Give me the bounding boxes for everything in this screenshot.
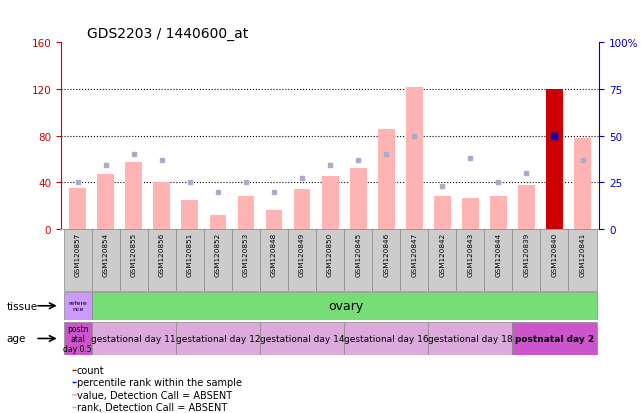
Bar <box>181 200 198 229</box>
Bar <box>406 88 422 229</box>
Bar <box>372 229 400 291</box>
Text: GSM120846: GSM120846 <box>383 232 389 276</box>
Bar <box>260 322 344 355</box>
Bar <box>456 229 485 291</box>
Text: GSM120849: GSM120849 <box>299 232 305 276</box>
Bar <box>63 229 92 291</box>
Bar <box>316 229 344 291</box>
Bar <box>288 229 316 291</box>
Text: percentile rank within the sample: percentile rank within the sample <box>77 377 242 387</box>
Text: GDS2203 / 1440600_at: GDS2203 / 1440600_at <box>87 27 248 41</box>
Text: postnatal day 2: postnatal day 2 <box>515 334 594 343</box>
Text: ovary: ovary <box>328 299 363 313</box>
Bar <box>350 169 367 229</box>
Bar <box>344 322 428 355</box>
Bar <box>148 229 176 291</box>
Text: value, Detection Call = ABSENT: value, Detection Call = ABSENT <box>77 389 232 400</box>
Text: GSM120844: GSM120844 <box>495 232 501 276</box>
Text: rank, Detection Call = ABSENT: rank, Detection Call = ABSENT <box>77 402 227 412</box>
Bar <box>428 322 512 355</box>
Text: gestational day 12: gestational day 12 <box>176 334 260 343</box>
Bar <box>63 292 92 320</box>
Text: postn
atal
day 0.5: postn atal day 0.5 <box>63 324 92 354</box>
Text: GSM120855: GSM120855 <box>131 232 137 276</box>
Bar <box>204 229 232 291</box>
Bar <box>344 229 372 291</box>
Bar <box>63 322 92 355</box>
Text: gestational day 11: gestational day 11 <box>92 334 176 343</box>
Bar <box>92 322 176 355</box>
Text: GSM120841: GSM120841 <box>579 232 585 276</box>
Text: gestational day 14: gestational day 14 <box>260 334 344 343</box>
Bar <box>72 394 76 395</box>
Text: tissue: tissue <box>6 301 38 311</box>
Text: GSM120856: GSM120856 <box>159 232 165 276</box>
Text: GSM120840: GSM120840 <box>551 232 558 276</box>
Text: refere
nce: refere nce <box>69 301 87 311</box>
Text: GSM120847: GSM120847 <box>412 232 417 276</box>
Text: GSM120839: GSM120839 <box>524 232 529 276</box>
Bar <box>490 197 507 229</box>
Text: gestational day 16: gestational day 16 <box>344 334 429 343</box>
Bar <box>69 189 86 229</box>
Bar <box>126 163 142 229</box>
Bar <box>153 183 171 229</box>
Bar <box>92 229 120 291</box>
Bar <box>518 185 535 229</box>
Bar <box>322 177 338 229</box>
Text: GSM120857: GSM120857 <box>75 232 81 276</box>
Bar <box>265 211 283 229</box>
Bar <box>574 139 591 229</box>
Text: GSM120842: GSM120842 <box>439 232 445 276</box>
Bar <box>512 229 540 291</box>
Text: count: count <box>77 365 104 375</box>
Bar <box>378 129 395 229</box>
Bar <box>260 229 288 291</box>
Bar <box>485 229 512 291</box>
Text: gestational day 18: gestational day 18 <box>428 334 513 343</box>
Text: GSM120850: GSM120850 <box>327 232 333 276</box>
Bar <box>540 229 569 291</box>
Bar <box>120 229 148 291</box>
Bar <box>546 90 563 229</box>
Bar <box>238 197 254 229</box>
Text: GSM120852: GSM120852 <box>215 232 221 276</box>
Bar <box>210 215 226 229</box>
Text: GSM120854: GSM120854 <box>103 232 109 276</box>
Text: GSM120843: GSM120843 <box>467 232 473 276</box>
Text: GSM120853: GSM120853 <box>243 232 249 276</box>
Bar <box>512 322 597 355</box>
Bar <box>97 175 114 229</box>
Bar <box>434 197 451 229</box>
Bar <box>176 322 260 355</box>
Bar <box>569 229 597 291</box>
Text: age: age <box>6 334 26 344</box>
Text: GSM120845: GSM120845 <box>355 232 361 276</box>
Bar <box>428 229 456 291</box>
Text: GSM120851: GSM120851 <box>187 232 193 276</box>
Bar <box>400 229 428 291</box>
Bar <box>462 199 479 229</box>
Bar <box>232 229 260 291</box>
Bar <box>294 190 310 229</box>
Bar <box>176 229 204 291</box>
Text: GSM120848: GSM120848 <box>271 232 277 276</box>
